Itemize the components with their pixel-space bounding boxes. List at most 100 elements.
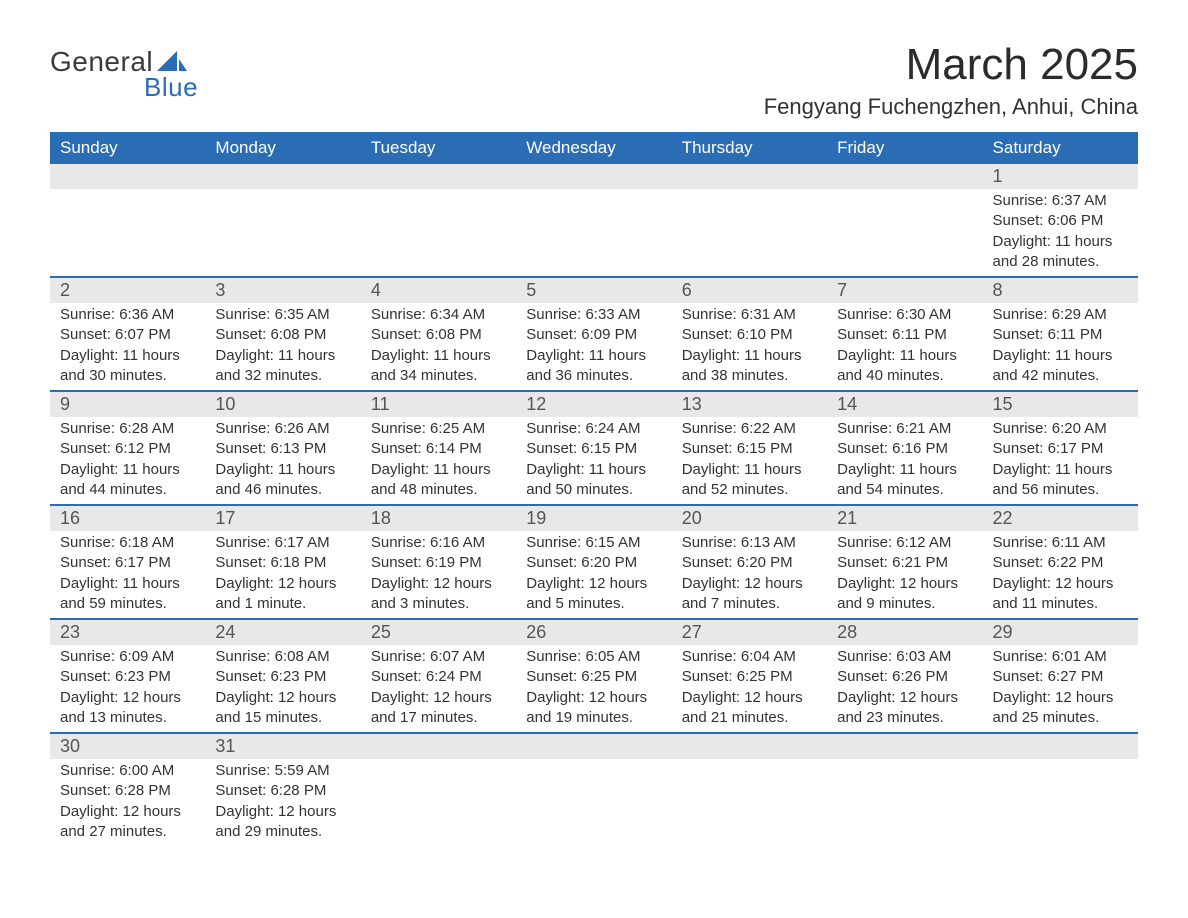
day-number: 16	[50, 506, 205, 531]
day-data: Sunrise: 5:59 AMSunset: 6:28 PMDaylight:…	[205, 759, 360, 846]
sunset-text: Sunset: 6:21 PM	[837, 553, 972, 573]
daynum-row: 23242526272829	[50, 619, 1138, 645]
sunset-text: Sunset: 6:23 PM	[215, 667, 350, 687]
day-number: 19	[516, 506, 671, 531]
sunrise-text: Sunrise: 5:59 AM	[215, 761, 350, 781]
day-data: Sunrise: 6:37 AMSunset: 6:06 PMDaylight:…	[983, 189, 1138, 276]
day-data	[516, 189, 671, 269]
day-number: 15	[983, 392, 1138, 417]
weekday-header: Sunday	[50, 132, 205, 164]
sunset-text: Sunset: 6:19 PM	[371, 553, 506, 573]
day-number: 4	[361, 278, 516, 303]
daylight-text: Daylight: 11 hours and 42 minutes.	[993, 346, 1128, 387]
day-data: Sunrise: 6:34 AMSunset: 6:08 PMDaylight:…	[361, 303, 516, 390]
daynum-row: 1	[50, 164, 1138, 189]
day-number	[672, 164, 827, 188]
day-number: 7	[827, 278, 982, 303]
sunset-text: Sunset: 6:08 PM	[371, 325, 506, 345]
day-number: 29	[983, 620, 1138, 645]
day-number: 10	[205, 392, 360, 417]
day-number: 14	[827, 392, 982, 417]
sunrise-text: Sunrise: 6:24 AM	[526, 419, 661, 439]
sunset-text: Sunset: 6:17 PM	[60, 553, 195, 573]
sunset-text: Sunset: 6:09 PM	[526, 325, 661, 345]
day-number: 22	[983, 506, 1138, 531]
day-number: 23	[50, 620, 205, 645]
sunrise-text: Sunrise: 6:04 AM	[682, 647, 817, 667]
sunrise-text: Sunrise: 6:07 AM	[371, 647, 506, 667]
daylight-text: Daylight: 12 hours and 13 minutes.	[60, 688, 195, 729]
day-data	[672, 189, 827, 269]
day-number	[516, 734, 671, 758]
day-data: Sunrise: 6:26 AMSunset: 6:13 PMDaylight:…	[205, 417, 360, 504]
daylight-text: Daylight: 12 hours and 21 minutes.	[682, 688, 817, 729]
brand-logo: General Blue	[50, 40, 198, 103]
daylight-text: Daylight: 11 hours and 32 minutes.	[215, 346, 350, 387]
day-data: Sunrise: 6:29 AMSunset: 6:11 PMDaylight:…	[983, 303, 1138, 390]
sunset-text: Sunset: 6:11 PM	[837, 325, 972, 345]
sunrise-text: Sunrise: 6:18 AM	[60, 533, 195, 553]
day-data	[516, 759, 671, 839]
daylight-text: Daylight: 11 hours and 30 minutes.	[60, 346, 195, 387]
sunset-text: Sunset: 6:24 PM	[371, 667, 506, 687]
daynum-row: 2345678	[50, 277, 1138, 303]
daylight-text: Daylight: 11 hours and 44 minutes.	[60, 460, 195, 501]
daylight-text: Daylight: 12 hours and 23 minutes.	[837, 688, 972, 729]
day-data	[361, 759, 516, 839]
daylight-text: Daylight: 11 hours and 38 minutes.	[682, 346, 817, 387]
day-number	[983, 734, 1138, 758]
daynum-row: 16171819202122	[50, 505, 1138, 531]
daylight-text: Daylight: 11 hours and 46 minutes.	[215, 460, 350, 501]
sunrise-text: Sunrise: 6:36 AM	[60, 305, 195, 325]
daylight-text: Daylight: 11 hours and 50 minutes.	[526, 460, 661, 501]
day-number: 13	[672, 392, 827, 417]
daylight-text: Daylight: 11 hours and 36 minutes.	[526, 346, 661, 387]
day-data: Sunrise: 6:35 AMSunset: 6:08 PMDaylight:…	[205, 303, 360, 390]
sunrise-text: Sunrise: 6:25 AM	[371, 419, 506, 439]
weekday-header-row: Sunday Monday Tuesday Wednesday Thursday…	[50, 132, 1138, 164]
day-data	[672, 759, 827, 839]
daylight-text: Daylight: 11 hours and 56 minutes.	[993, 460, 1128, 501]
weekday-header: Friday	[827, 132, 982, 164]
day-number	[50, 164, 205, 188]
day-number: 9	[50, 392, 205, 417]
month-title: March 2025	[764, 40, 1138, 90]
sunrise-text: Sunrise: 6:08 AM	[215, 647, 350, 667]
sunset-text: Sunset: 6:17 PM	[993, 439, 1128, 459]
sunrise-text: Sunrise: 6:00 AM	[60, 761, 195, 781]
daylight-text: Daylight: 12 hours and 15 minutes.	[215, 688, 350, 729]
sunrise-text: Sunrise: 6:33 AM	[526, 305, 661, 325]
daylight-text: Daylight: 12 hours and 27 minutes.	[60, 802, 195, 843]
sunrise-text: Sunrise: 6:22 AM	[682, 419, 817, 439]
day-data: Sunrise: 6:31 AMSunset: 6:10 PMDaylight:…	[672, 303, 827, 390]
sunset-text: Sunset: 6:11 PM	[993, 325, 1128, 345]
day-data: Sunrise: 6:21 AMSunset: 6:16 PMDaylight:…	[827, 417, 982, 504]
day-data: Sunrise: 6:33 AMSunset: 6:09 PMDaylight:…	[516, 303, 671, 390]
day-number: 12	[516, 392, 671, 417]
daylight-text: Daylight: 12 hours and 25 minutes.	[993, 688, 1128, 729]
day-data: Sunrise: 6:00 AMSunset: 6:28 PMDaylight:…	[50, 759, 205, 846]
day-number: 30	[50, 734, 205, 759]
daydata-row: Sunrise: 6:09 AMSunset: 6:23 PMDaylight:…	[50, 645, 1138, 733]
day-data: Sunrise: 6:25 AMSunset: 6:14 PMDaylight:…	[361, 417, 516, 504]
daylight-text: Daylight: 12 hours and 5 minutes.	[526, 574, 661, 615]
day-data: Sunrise: 6:09 AMSunset: 6:23 PMDaylight:…	[50, 645, 205, 732]
day-data: Sunrise: 6:36 AMSunset: 6:07 PMDaylight:…	[50, 303, 205, 390]
day-data	[50, 189, 205, 269]
weekday-header: Thursday	[672, 132, 827, 164]
day-number: 28	[827, 620, 982, 645]
sunrise-text: Sunrise: 6:11 AM	[993, 533, 1128, 553]
sunrise-text: Sunrise: 6:26 AM	[215, 419, 350, 439]
day-data: Sunrise: 6:07 AMSunset: 6:24 PMDaylight:…	[361, 645, 516, 732]
day-data: Sunrise: 6:03 AMSunset: 6:26 PMDaylight:…	[827, 645, 982, 732]
day-data	[361, 189, 516, 269]
daylight-text: Daylight: 12 hours and 1 minute.	[215, 574, 350, 615]
day-number	[827, 734, 982, 758]
day-number	[516, 164, 671, 188]
sunset-text: Sunset: 6:07 PM	[60, 325, 195, 345]
sunrise-text: Sunrise: 6:03 AM	[837, 647, 972, 667]
sunrise-text: Sunrise: 6:30 AM	[837, 305, 972, 325]
day-number	[827, 164, 982, 188]
day-data: Sunrise: 6:22 AMSunset: 6:15 PMDaylight:…	[672, 417, 827, 504]
sunrise-text: Sunrise: 6:29 AM	[993, 305, 1128, 325]
